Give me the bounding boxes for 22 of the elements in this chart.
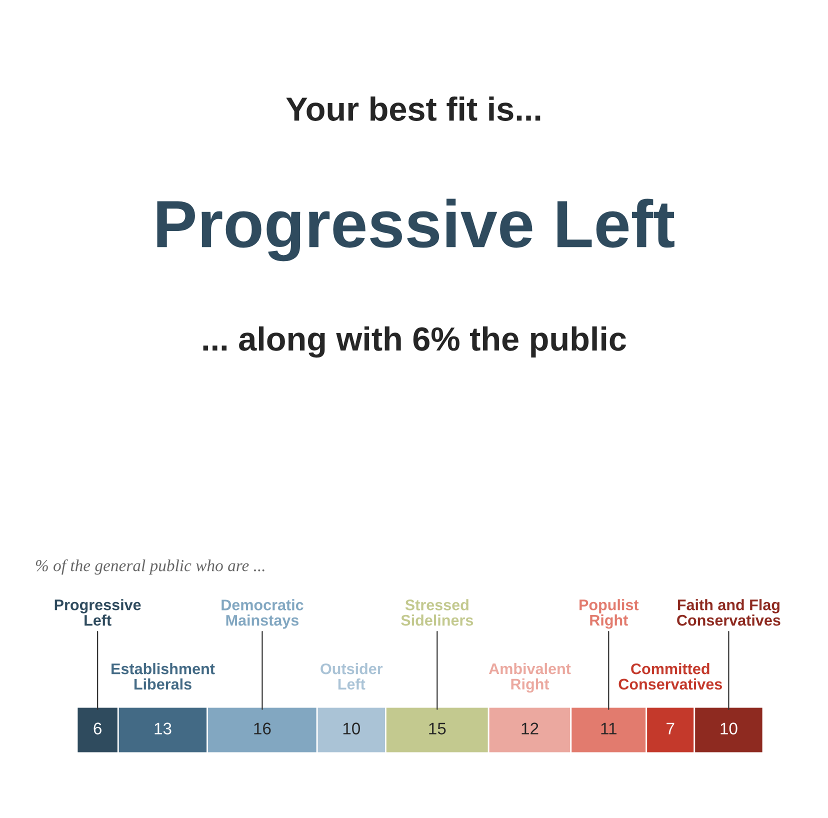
text: Progressive Left (54, 599, 141, 626)
text: Committed Conservatives (618, 663, 722, 690)
chart-subtitle: Progressive Left (157, 198, 674, 262)
text: % of the general public who are ... (36, 559, 264, 575)
series-label: Ambivalent Right (488, 662, 571, 693)
data-label: 10 (720, 722, 738, 734)
text: Faith and Flag Conservatives (677, 599, 780, 626)
data-label: 12 (522, 722, 538, 734)
data-label: 7 (666, 722, 674, 734)
data-label: 11 (601, 722, 616, 734)
series-label: Outsider Left (320, 663, 383, 690)
series-label: Establishment Liberals (112, 663, 215, 690)
text: Populist Right (580, 599, 639, 629)
data-label: 6 (94, 722, 102, 734)
data-label: 16 (254, 722, 271, 734)
text: ... along with 6% the public (203, 326, 626, 358)
data-label: 10 (343, 722, 360, 734)
chart-title: Your best fit is... (286, 96, 540, 121)
text: Stressed Sideliners (401, 599, 474, 626)
text: Democratic Mainstays (222, 599, 304, 629)
data-label: 15 (429, 722, 446, 734)
data-label: 13 (154, 722, 172, 734)
